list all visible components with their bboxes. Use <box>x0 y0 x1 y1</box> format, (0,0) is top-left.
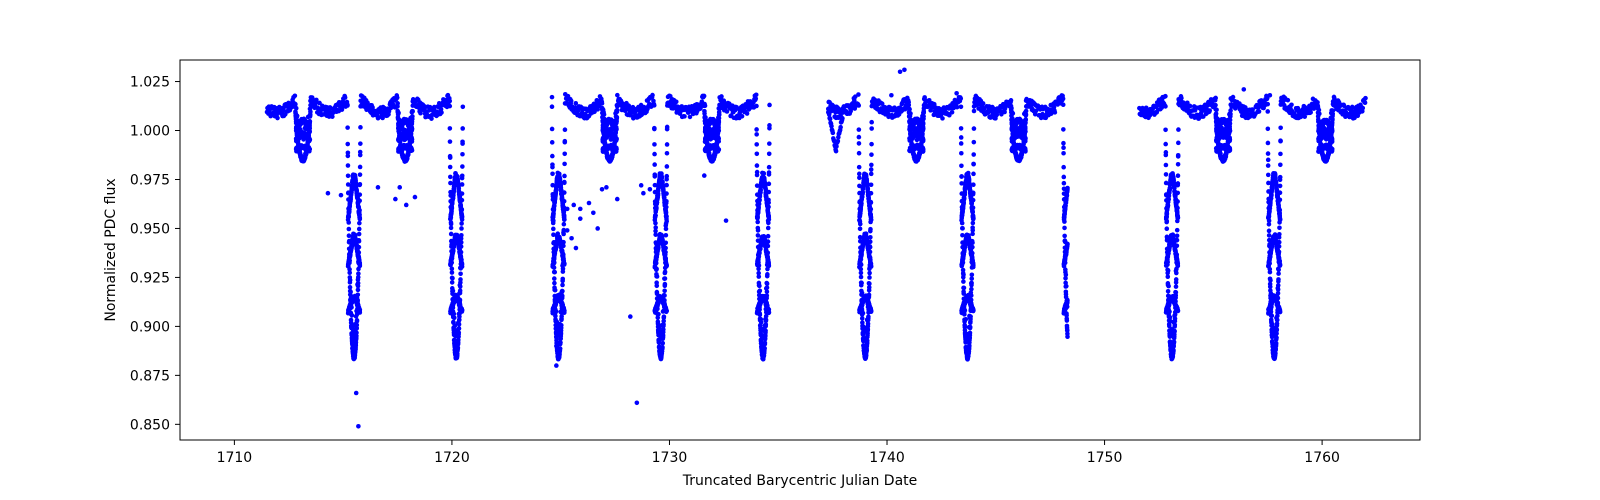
y-tick-label: 1.000 <box>130 124 170 140</box>
y-tick-label: 0.950 <box>130 221 170 237</box>
y-tick-label: 1.025 <box>130 75 170 91</box>
x-tick-label: 1720 <box>434 450 470 466</box>
x-tick-label: 1760 <box>1304 450 1340 466</box>
chart-svg: 1710 1720 1730 1740 1750 1760 0.850 0.875 0.900 0… <box>0 0 1600 500</box>
x-tick-label: 1750 <box>1087 450 1123 466</box>
y-tick-label: 0.850 <box>130 417 170 433</box>
y-tick-label: 0.900 <box>130 319 170 335</box>
y-tick-label: 0.925 <box>130 270 170 286</box>
x-tick-label: 1710 <box>217 450 253 466</box>
y-tick-label: 0.875 <box>130 368 170 384</box>
x-tick-label: 1730 <box>652 450 688 466</box>
lightcurve-chart: 1710 1720 1730 1740 1750 1760 0.850 0.875 0.900 0… <box>0 0 1600 500</box>
x-axis-label: Truncated Barycentric Julian Date <box>682 473 918 489</box>
y-tick-label: 0.975 <box>130 172 170 188</box>
x-tick-label: 1740 <box>869 450 905 466</box>
y-axis-label: Normalized PDC flux <box>103 178 119 321</box>
